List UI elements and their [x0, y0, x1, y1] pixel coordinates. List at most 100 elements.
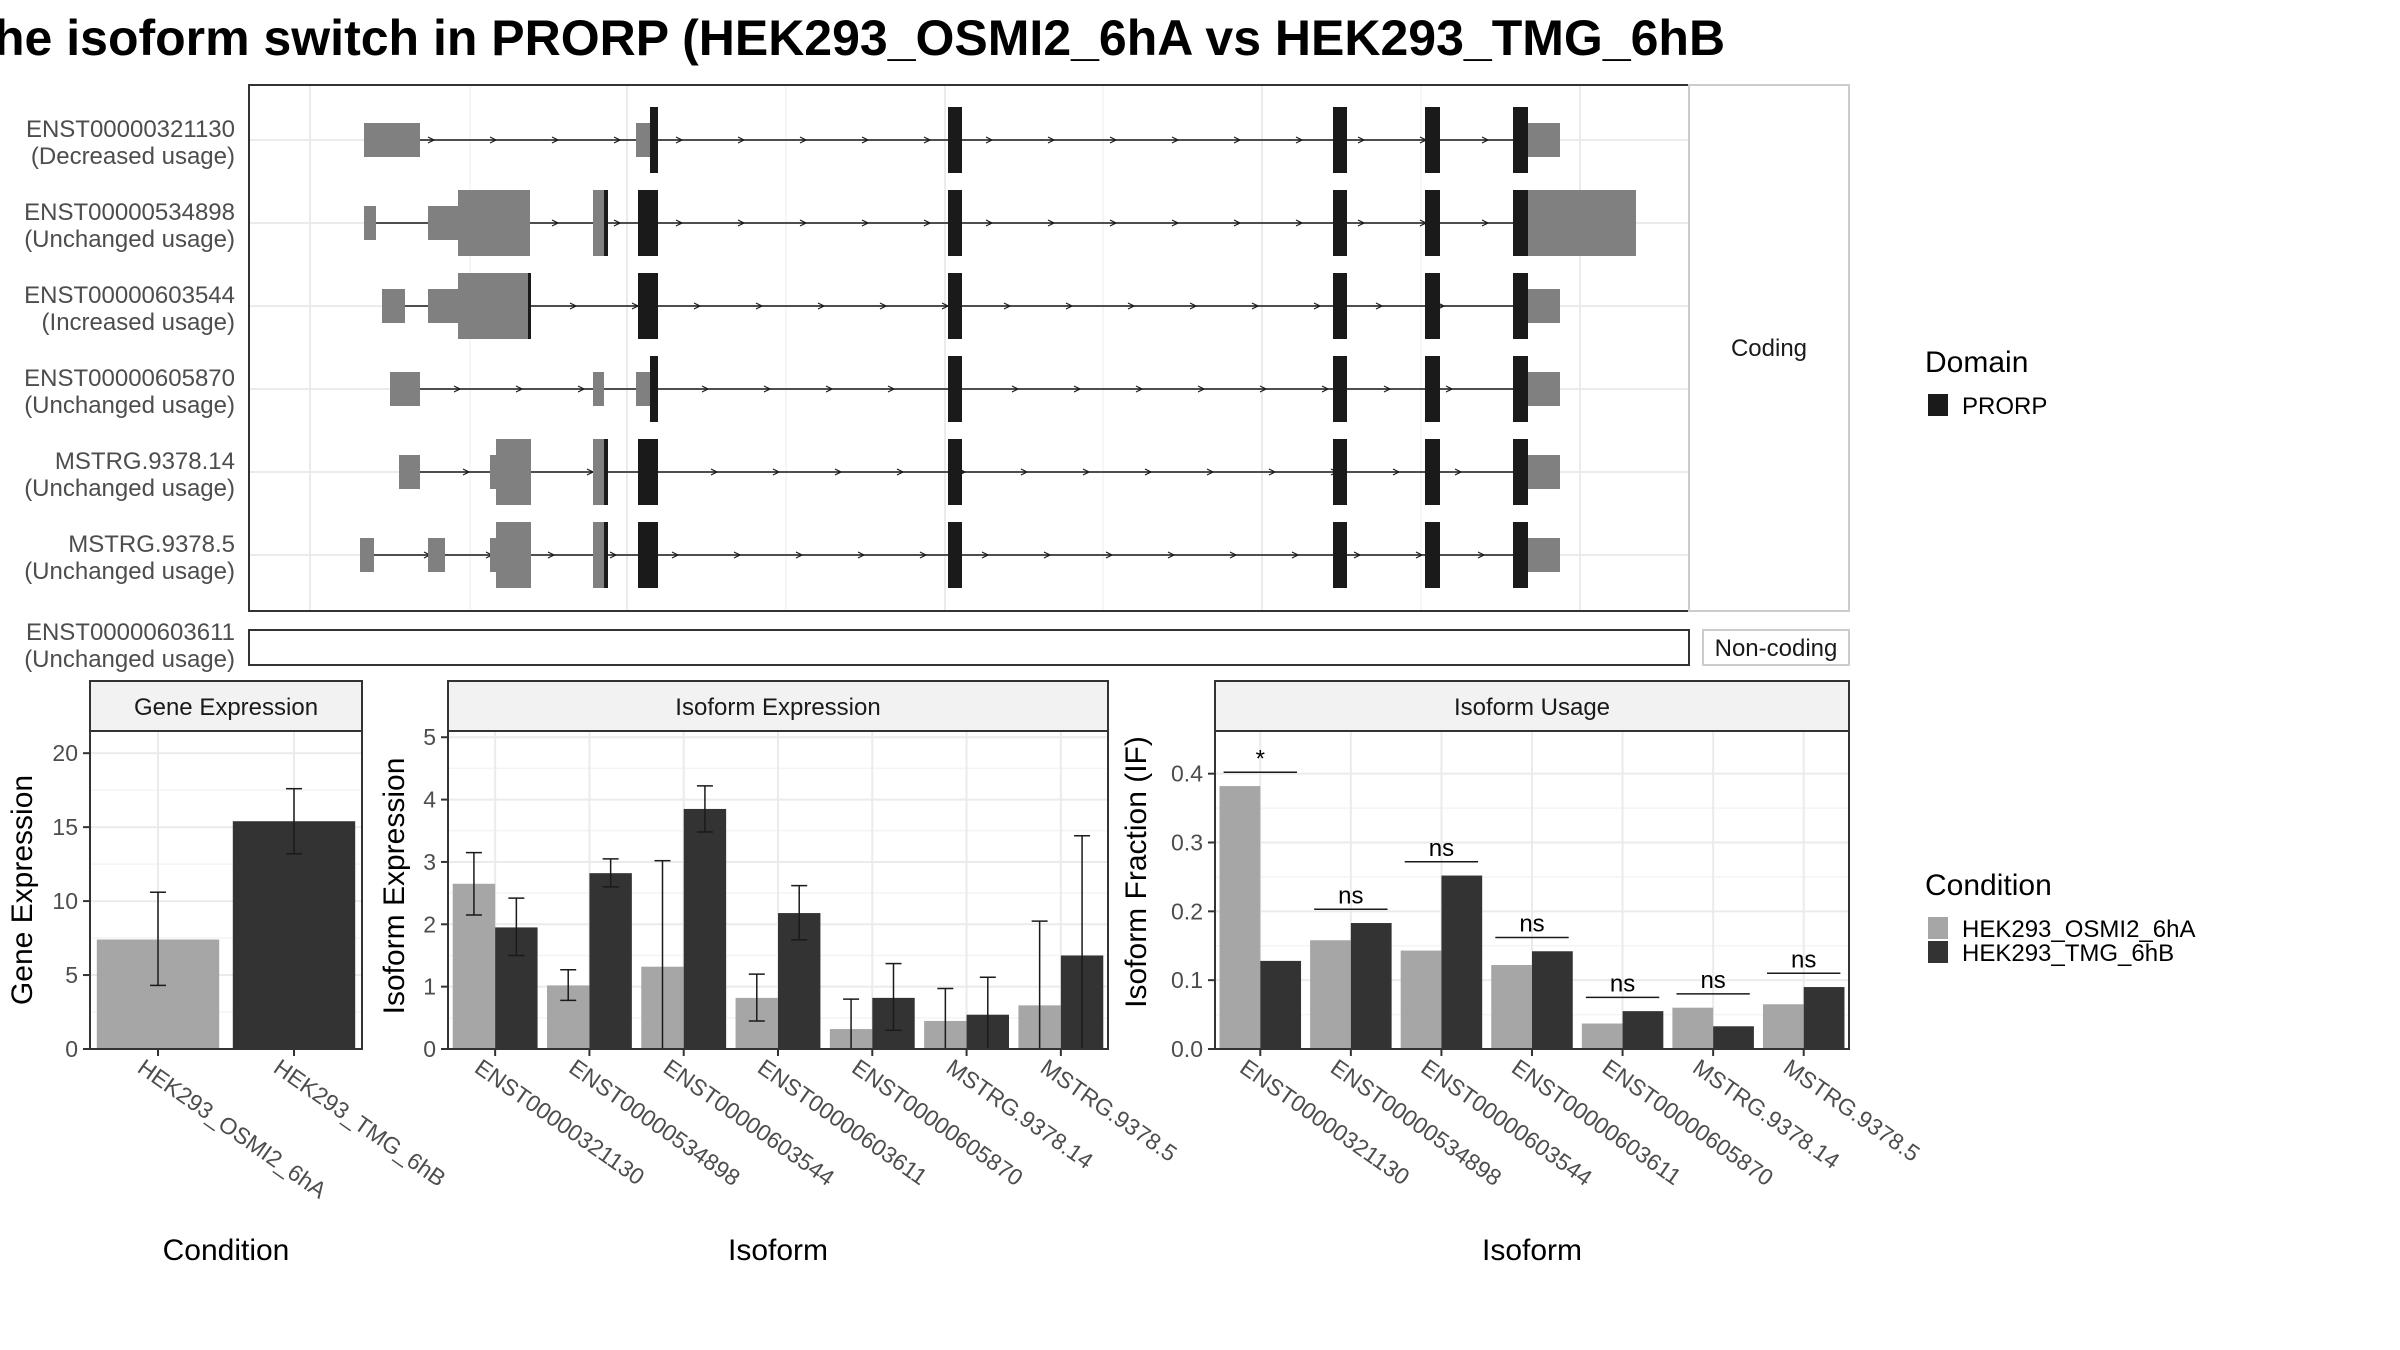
bar	[1310, 940, 1351, 1049]
prorp-domain-exon	[1425, 107, 1440, 173]
direction-arrow	[1357, 219, 1366, 227]
transcript-id-label: ENST00000605870	[24, 365, 235, 392]
direction-arrow	[613, 136, 622, 144]
prorp-domain-exon	[1513, 522, 1528, 588]
condition-legend-swatch	[1928, 941, 1948, 963]
y-tick-label: 3	[423, 849, 436, 875]
prorp-domain-exon	[948, 356, 962, 422]
x-tick-label: ENST00000534898	[565, 1054, 745, 1191]
transcript-usage-label: (Unchanged usage)	[24, 392, 235, 419]
direction-arrow	[1197, 385, 1206, 393]
direction-arrow	[1135, 385, 1144, 393]
domain-legend-swatch	[1928, 394, 1948, 416]
bar	[1260, 960, 1302, 1049]
y-tick-label: 0.2	[1171, 898, 1203, 924]
direction-arrow	[799, 219, 808, 227]
direction-arrow	[1043, 551, 1052, 559]
prorp-domain-exon	[948, 107, 962, 173]
bar	[1491, 965, 1532, 1049]
transcript-usage-label: (Unchanged usage)	[24, 475, 235, 502]
significance-label: ns	[1429, 835, 1454, 862]
y-tick-label: 0	[423, 1036, 436, 1062]
significance-label: *	[1256, 745, 1265, 772]
noncoding-panel-background	[248, 629, 1690, 666]
structure-panel: Coding Non-coding ENST00000321130 (Decre…	[24, 84, 1850, 673]
direction-arrow	[1065, 302, 1074, 310]
direction-arrow	[1295, 219, 1304, 227]
prorp-domain-exon	[604, 190, 608, 256]
utr-exon	[490, 455, 496, 489]
prorp-domain-exon	[650, 107, 658, 173]
panel-strip	[89, 680, 363, 732]
prorp-domain-exon	[1333, 522, 1347, 588]
prorp-domain-exon	[638, 522, 658, 588]
prorp-domain-exon	[638, 439, 658, 505]
direction-arrow	[1109, 136, 1118, 144]
bar	[1762, 1004, 1804, 1049]
direction-arrow	[609, 551, 618, 559]
direction-arrow	[825, 385, 834, 393]
y-tick-label: 0.4	[1171, 761, 1203, 787]
utr-exon	[496, 522, 531, 588]
direction-arrow	[1357, 136, 1366, 144]
utr-exon	[593, 439, 604, 505]
x-tick-label: ENST00000321130	[470, 1054, 649, 1190]
panel-strip	[1214, 680, 1850, 732]
bar	[1713, 1026, 1754, 1049]
y-tick-label: 2	[423, 911, 436, 937]
bar	[1803, 987, 1845, 1049]
transcript-track	[364, 107, 1560, 173]
transcript-usage-label: (Unchanged usage)	[24, 646, 235, 673]
utr-exon	[364, 206, 376, 240]
direction-arrow	[515, 385, 524, 393]
direction-arrow	[1295, 136, 1304, 144]
utr-exon	[1528, 372, 1560, 406]
direction-arrow	[1233, 219, 1242, 227]
significance-label: ns	[1791, 946, 1816, 973]
utr-exon	[364, 123, 420, 157]
isoform-expression-panel: Isoform Expression 0 1 2 3 4 5 ENST00000321130…	[378, 680, 1182, 1267]
prorp-domain-exon	[1333, 439, 1347, 505]
plot-area: 0.0 0.1 0.2 0.3 0.4 * ns ns ns ns ns ns ENST00000321…	[1171, 730, 1925, 1191]
panel-title: Isoform Usage	[1454, 694, 1610, 721]
direction-arrow	[675, 219, 684, 227]
significance-label: ns	[1700, 967, 1725, 994]
direction-arrow	[799, 136, 808, 144]
y-tick-label: 20	[52, 740, 78, 766]
direction-arrow	[1003, 302, 1012, 310]
direction-arrow	[985, 136, 994, 144]
y-tick-label: 10	[52, 888, 78, 914]
direction-arrow	[1144, 468, 1153, 476]
prorp-domain-exon	[1425, 356, 1440, 422]
y-tick-label: 0.3	[1171, 830, 1203, 856]
direction-arrow	[1477, 551, 1486, 559]
direction-arrow	[981, 551, 990, 559]
direction-arrow	[795, 551, 804, 559]
y-tick-label: 4	[423, 787, 436, 813]
bar	[1400, 950, 1442, 1049]
transcript-track	[360, 522, 1560, 588]
direction-arrow	[551, 219, 560, 227]
condition-legend-label: HEK293_OSMI2_6hA	[1962, 916, 2195, 943]
direction-arrow	[1415, 551, 1424, 559]
direction-arrow	[427, 136, 436, 144]
utr-exon	[382, 289, 405, 323]
transcript-track	[364, 190, 1636, 256]
prorp-domain-exon	[604, 522, 608, 588]
domain-legend-title: Domain	[1925, 346, 2028, 379]
transcript-id-label: ENST00000321130	[26, 116, 235, 143]
direction-arrow	[737, 219, 746, 227]
y-tick-label: 5	[423, 724, 436, 750]
x-tick-label: ENST00000603611	[753, 1054, 932, 1190]
direction-arrow	[1189, 302, 1198, 310]
direction-arrow	[453, 385, 462, 393]
bar	[232, 821, 356, 1049]
bar	[1441, 875, 1483, 1049]
figure-title: he isoform switch in PRORP (HEK293_OSMI2…	[0, 10, 1725, 66]
coding-strip	[1688, 84, 1850, 612]
significance-label: ns	[1338, 882, 1363, 909]
condition-legend-title: Condition	[1925, 869, 2052, 902]
utr-exon	[1528, 123, 1560, 157]
bar	[1350, 923, 1392, 1049]
